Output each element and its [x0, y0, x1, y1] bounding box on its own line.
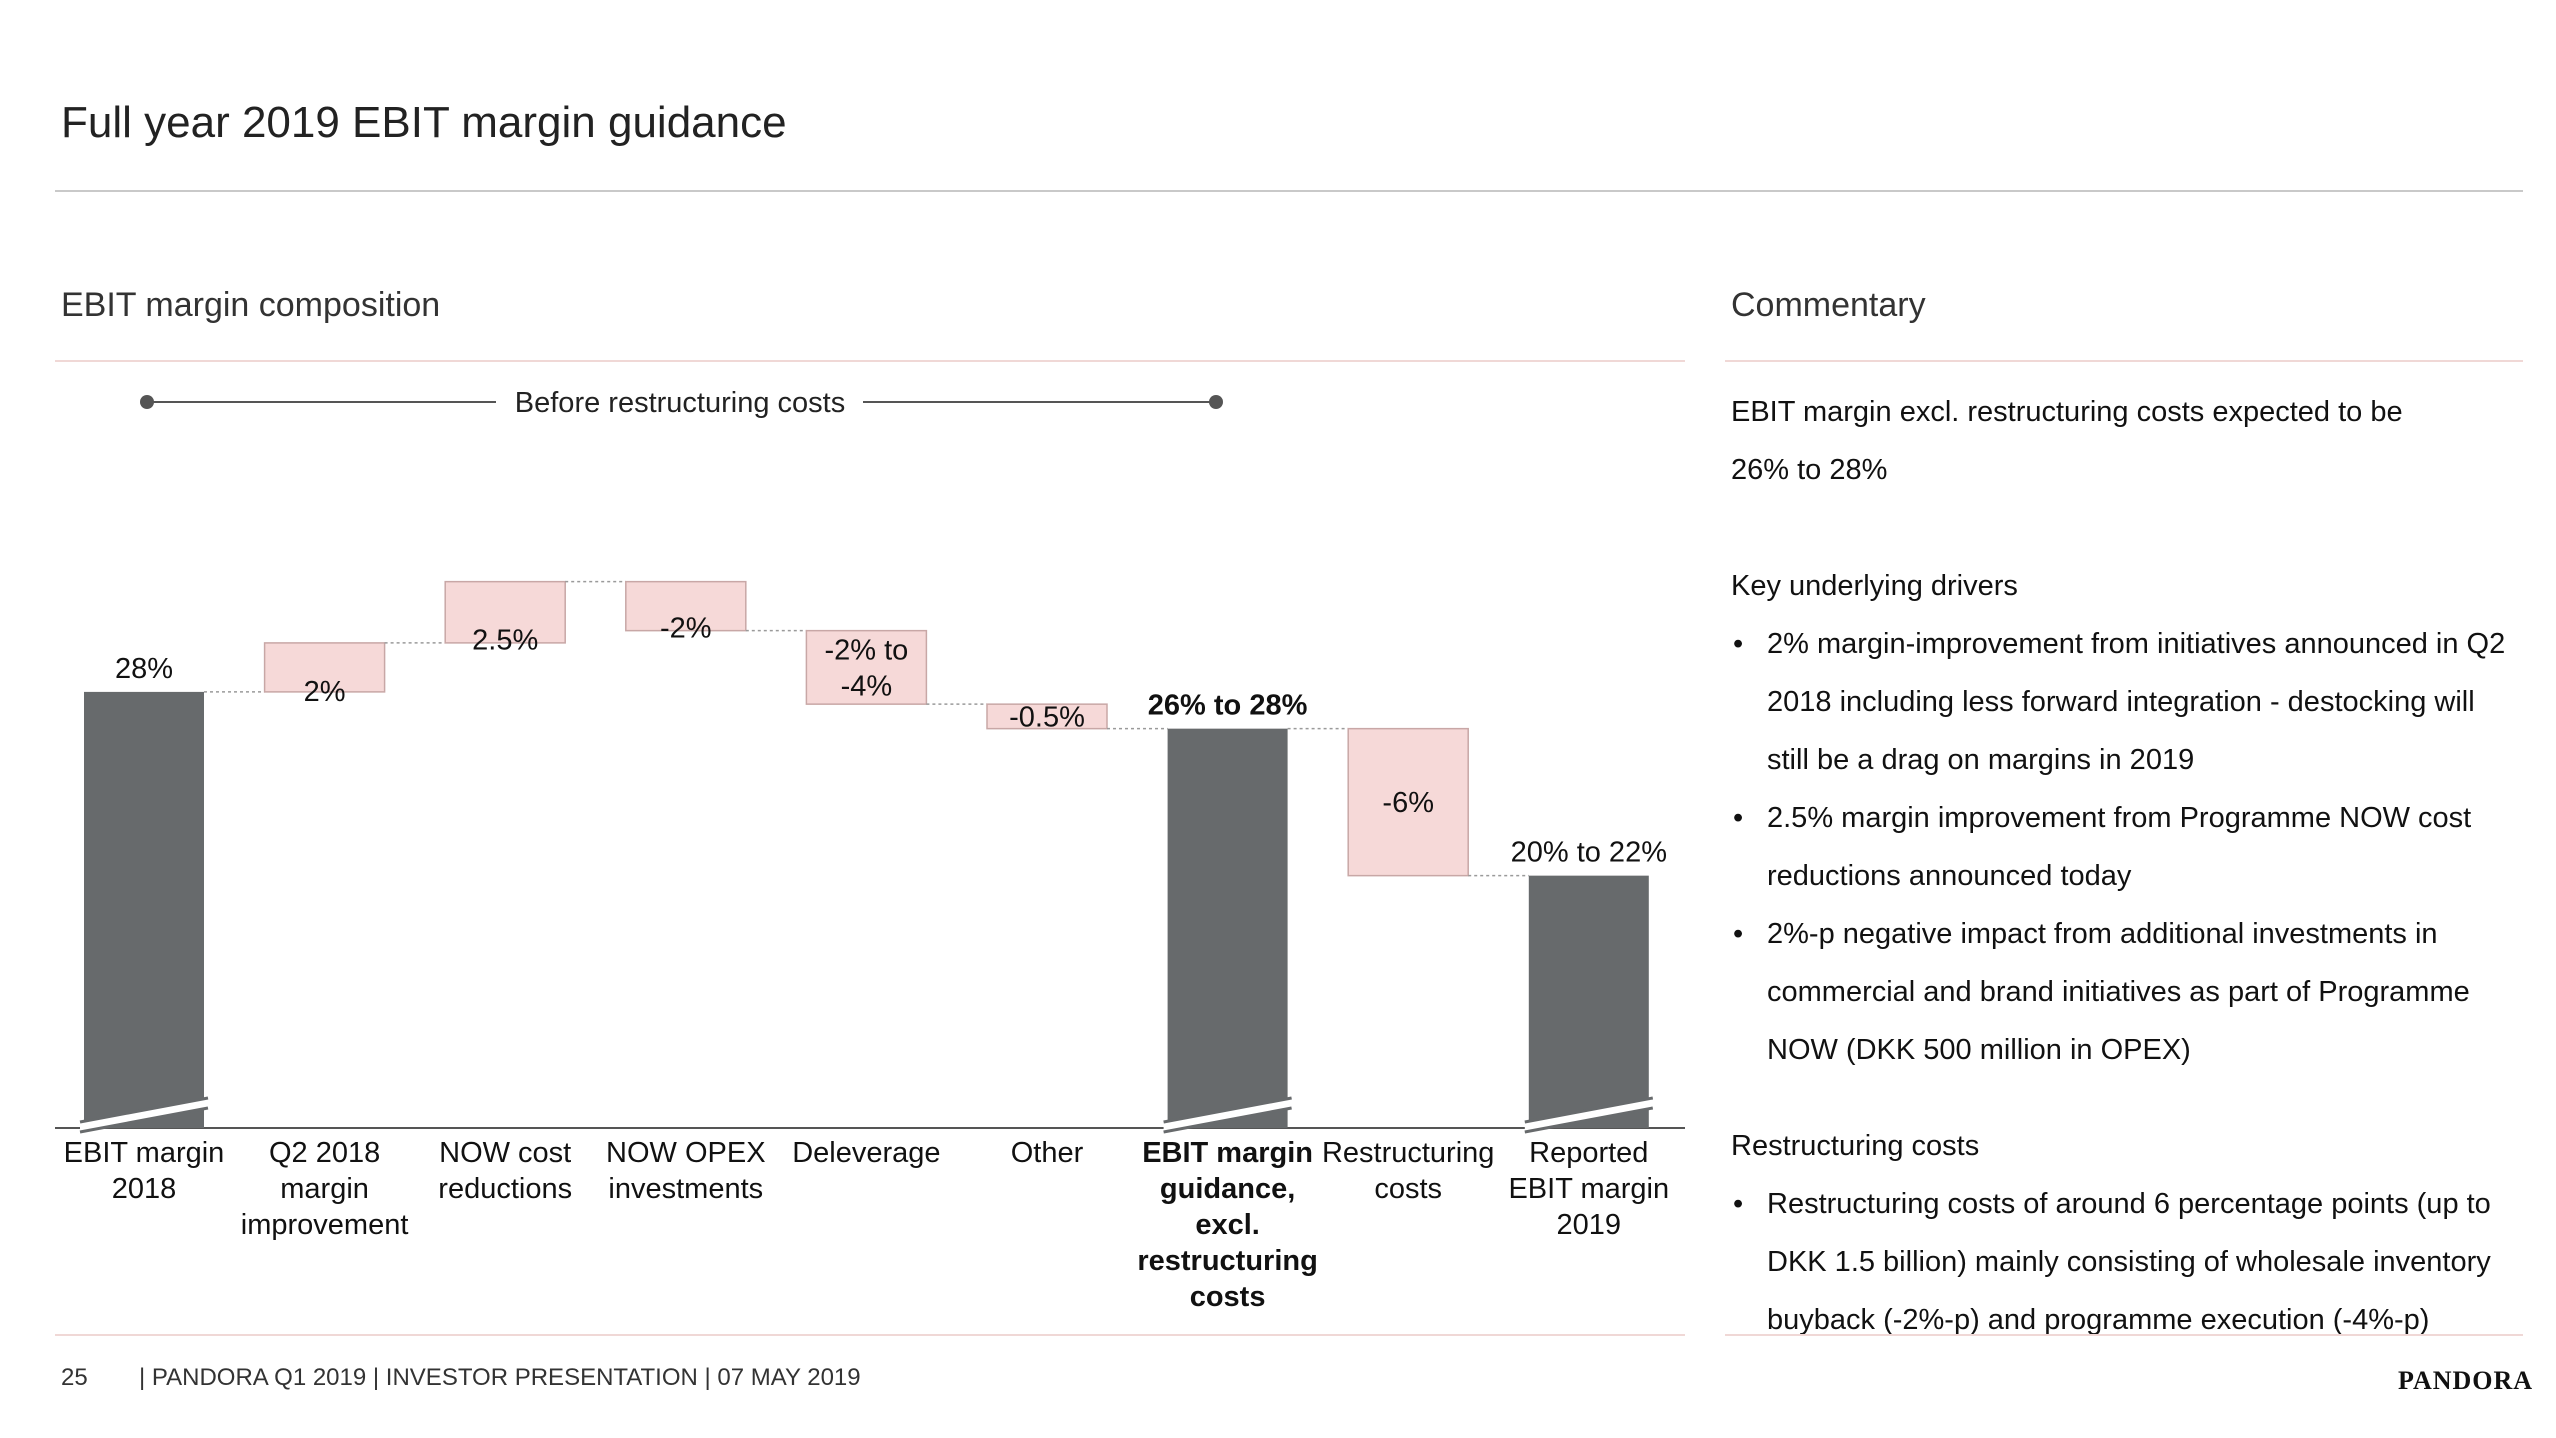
title-divider	[55, 190, 2523, 192]
category-label: EBIT margin guidance, excl. restructuring co…	[1137, 1137, 1317, 1313]
waterfall-bar-delta	[1347, 727, 1469, 877]
bracket-endpoint	[1209, 395, 1223, 409]
axis-break-gap	[1524, 1098, 1653, 1132]
axis-break-line	[79, 1096, 209, 1124]
waterfall-bar-total	[1528, 875, 1649, 1128]
chart-bottom-divider	[55, 1334, 1685, 1336]
restructuring-list: Restructuring costs of around 6 percenta…	[1731, 1175, 2521, 1349]
footer-text: | PANDORA Q1 2019 | INVESTOR PRESENTATIO…	[139, 1364, 861, 1391]
category-label: EBIT margin 2018	[64, 1137, 225, 1205]
waterfall-chart: Before restructuring costs 28% EBIT margin…	[55, 387, 1685, 1313]
commentary-divider	[1725, 360, 2523, 362]
axis-break-line	[1524, 1106, 1654, 1134]
chart-section-divider	[55, 360, 1685, 362]
waterfall-bar-total	[84, 691, 204, 1128]
commentary-intro-line1: EBIT margin excl. restructuring costs ex…	[1731, 396, 2403, 428]
data-label: 2%	[304, 676, 346, 708]
category-label: Deleverage	[792, 1137, 940, 1169]
category-label: NOW OPEX investments	[606, 1137, 766, 1205]
drivers-list: 2% margin-improvement from initiatives a…	[1731, 615, 2521, 1079]
data-label: 28%	[115, 653, 173, 685]
chart-section-title: EBIT margin composition	[61, 286, 441, 324]
waterfall-bar-delta	[625, 580, 747, 632]
driver-item: 2%-p negative impact from additional inv…	[1731, 905, 2521, 1079]
waterfall-bar-delta	[263, 642, 386, 693]
axis-break-gap	[1163, 1098, 1292, 1132]
spacer	[1731, 499, 2521, 557]
category-label: Reported EBIT margin 2019	[1508, 1137, 1669, 1241]
waterfall-bar-delta	[805, 629, 928, 705]
data-label: -0.5%	[1009, 701, 1085, 733]
axis-break-line	[1163, 1106, 1292, 1134]
bracket-label: Before restructuring costs	[515, 387, 845, 419]
axis-break-gap	[80, 1098, 208, 1132]
commentary-intro-line2: 26% to 28%	[1731, 454, 1888, 486]
restructuring-item: Restructuring costs of around 6 percenta…	[1731, 1175, 2521, 1349]
spacer	[1731, 1079, 2521, 1117]
page-number: 25	[61, 1364, 88, 1391]
waterfall-bar-delta	[444, 580, 566, 644]
category-label: Restructuring costs	[1322, 1137, 1494, 1205]
category-label: Other	[1011, 1137, 1084, 1169]
data-label: 2.5%	[472, 625, 538, 657]
waterfall-bar-total	[1167, 728, 1288, 1128]
driver-item: 2.5% margin improvement from Programme N…	[1731, 789, 2521, 905]
data-label: -6%	[1382, 787, 1434, 819]
data-label: 26% to 28%	[1148, 690, 1308, 722]
axis-break-line	[1163, 1096, 1292, 1124]
axis-break-line	[1524, 1096, 1654, 1124]
commentary-title: Commentary	[1731, 286, 1926, 324]
commentary-bottom-divider	[1725, 1334, 2523, 1336]
category-label: Q2 2018 margin improvement	[241, 1137, 409, 1241]
page-title: Full year 2019 EBIT margin guidance	[61, 98, 787, 147]
footer: 25 | PANDORA Q1 2019 | INVESTOR PRESENTAT…	[61, 1364, 861, 1392]
axis-break-line	[79, 1106, 209, 1134]
restructuring-heading: Restructuring costs	[1731, 1130, 1980, 1162]
category-label: NOW cost reductions	[438, 1137, 572, 1205]
data-label: -2%	[660, 613, 712, 645]
drivers-heading: Key underlying drivers	[1731, 570, 2018, 602]
data-label: 20% to 22%	[1511, 837, 1667, 869]
commentary-body: EBIT margin excl. restructuring costs ex…	[1731, 383, 2521, 1349]
data-label: -2% to -4%	[824, 634, 908, 702]
driver-item: 2% margin-improvement from initiatives a…	[1731, 615, 2521, 789]
waterfall-bar-delta	[986, 703, 1108, 730]
pandora-logo: PANDORA	[2398, 1366, 2534, 1395]
bracket-endpoint	[140, 395, 154, 409]
